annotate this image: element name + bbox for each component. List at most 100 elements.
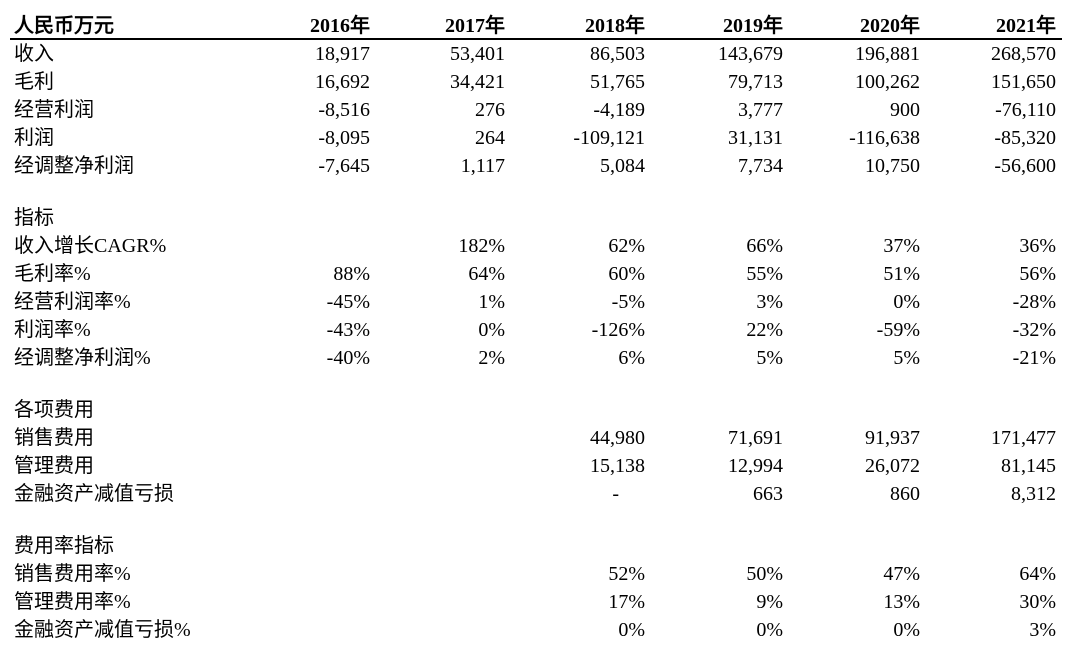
cell-value: -126% [591,319,645,341]
row-label: 利润 [14,127,54,149]
year-column-header: 2021年 [920,8,1062,40]
cell-value: 1% [478,291,505,313]
row-label: 销售费用 [14,427,94,449]
row-label: 经调整净利润% [14,347,151,369]
cell-value [370,424,505,452]
row-label: 经调整净利润 [14,155,134,177]
empty-cell [290,204,370,232]
cell-value: 79,713 [728,71,783,93]
table-row: 毛利率% 88% 64% 60% 55% 51% 56% [10,260,1062,288]
cell-value: 151,650 [991,71,1056,93]
row-label: 金融资产减值亏损 [14,483,174,505]
cell-value: 5,084 [600,155,645,177]
cell-value: 17% [608,591,645,613]
cell-value: 47% [883,563,920,585]
cell-value [290,452,370,480]
cell-value: 860 [890,483,920,505]
cell-value: 91,937 [865,427,920,449]
cell-value: 66% [746,235,783,257]
year-column-header: 2017年 [370,8,505,40]
table-row: 经调整净利润% -40% 2% 6% 5% 5% -21% [10,344,1062,372]
cell-value: 5% [893,347,920,369]
cell-value: -56,600 [994,155,1056,177]
cell-value: -59% [876,319,920,341]
cell-value: 34,421 [450,71,505,93]
cell-value [290,232,370,260]
cell-value: 31,131 [728,127,783,149]
cell-value [290,480,370,508]
section-header-row: 各项费用 [10,396,1062,424]
row-label: 利润率% [14,319,91,341]
empty-cell [290,396,370,424]
cell-value: 37% [883,235,920,257]
cell-value: 16,692 [315,71,370,93]
empty-cell [645,532,783,560]
cell-value: -4,189 [593,99,645,121]
row-label: 管理费用率% [14,591,131,613]
cell-value: 264 [475,127,505,149]
cell-value: -21% [1012,347,1056,369]
cell-value: 182% [458,235,505,257]
year-column-header: 2018年 [505,8,645,40]
cell-value: 3,777 [738,99,783,121]
year-column-header: 2016年 [290,8,370,40]
empty-cell [505,532,645,560]
cell-value: -116,638 [849,127,920,149]
empty-cell [370,396,505,424]
cell-value: 100,262 [855,71,920,93]
cell-value: 51,765 [590,71,645,93]
cell-value: 5% [756,347,783,369]
cell-value: 71,691 [728,427,783,449]
cell-value: 26,072 [865,455,920,477]
cell-value: 276 [475,99,505,121]
row-label: 收入增长CAGR% [14,235,167,257]
cell-value: -76,110 [995,99,1056,121]
cell-value: 53,401 [450,43,505,65]
cell-value: 60% [608,263,645,285]
cell-value: 171,477 [991,427,1056,449]
header-row: 人民币万元 2016年 2017年 2018年 2019年 2020年 2021… [10,8,1062,40]
table-row: 金融资产减值亏损 - 663 860 8,312 [10,480,1062,508]
cell-value: 55% [746,263,783,285]
cell-value: 1,117 [460,155,505,177]
cell-value [370,480,505,508]
cell-value: 64% [1019,563,1056,585]
cell-value: -5% [611,291,645,313]
table-row: 经调整净利润 -7,645 1,117 5,084 7,734 10,750 -56,600 [10,152,1062,180]
row-label: 毛利率% [14,263,91,285]
cell-value: 64% [468,263,505,285]
cell-value: 30% [1019,591,1056,613]
empty-cell [783,396,920,424]
cell-value: 13% [883,591,920,613]
cell-value: 268,570 [991,43,1056,65]
cell-value: 50% [746,563,783,585]
cell-value [370,452,505,480]
table-row: 金融资产减值亏损% 0% 0% 0% 3% [10,616,1062,644]
empty-cell [645,204,783,232]
table-row: 收入 18,917 53,401 86,503 143,679 196,881 268,57… [10,39,1062,68]
cell-value: 0% [618,619,645,641]
cell-value [290,424,370,452]
cell-value: -8,516 [318,99,370,121]
empty-cell [783,532,920,560]
year-column-header: 2020年 [783,8,920,40]
cell-value: 12,994 [728,455,783,477]
cell-value: -7,645 [318,155,370,177]
cell-value: 143,679 [718,43,783,65]
cell-value: 62% [608,235,645,257]
cell-value: 2% [478,347,505,369]
spacer-row [10,508,1062,532]
cell-value: 0% [893,291,920,313]
row-label: 经营利润 [14,99,94,121]
section-header-row: 费用率指标 [10,532,1062,560]
row-label: 管理费用 [14,455,94,477]
cell-value [290,560,370,588]
cell-value: 22% [746,319,783,341]
cell-value [370,588,505,616]
table-row: 利润 -8,095 264 -109,121 31,131 -116,638 -85,320 [10,124,1062,152]
cell-value: -8,095 [318,127,370,149]
table-row: 销售费用率% 52% 50% 47% 64% [10,560,1062,588]
section-spacer [10,180,1062,204]
cell-value: 10,750 [865,155,920,177]
table-row: 经营利润 -8,516 276 -4,189 3,777 900 -76,110 [10,96,1062,124]
